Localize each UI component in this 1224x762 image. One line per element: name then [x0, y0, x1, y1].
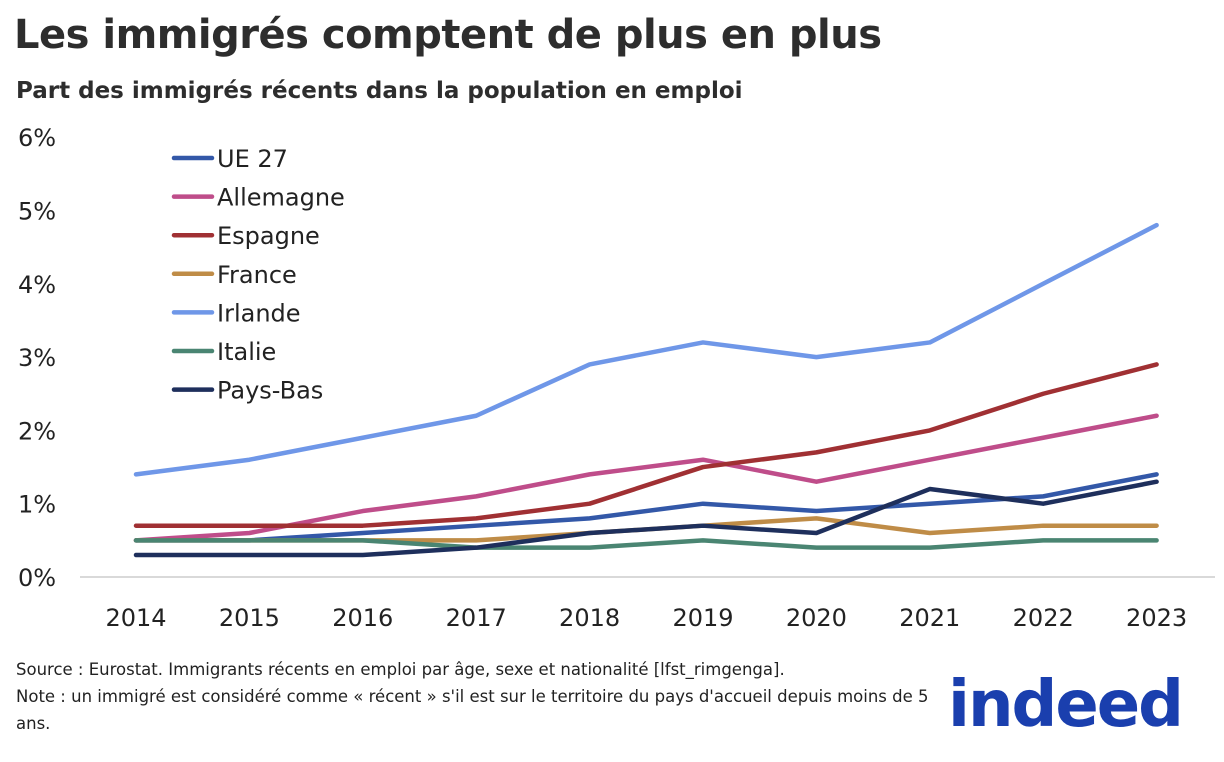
- legend-label: Irlande: [217, 299, 301, 327]
- x-tick-label: 2021: [899, 604, 960, 632]
- chart-subtitle: Part des immigrés récents dans la popula…: [16, 78, 743, 104]
- x-tick-label: 2018: [559, 604, 620, 632]
- x-tick-label: 2014: [105, 604, 166, 632]
- chart-title: Les immigrés comptent de plus en plus: [14, 12, 882, 58]
- y-tick-label: 3%: [18, 344, 56, 372]
- series-line-UE 27: [133, 472, 1159, 543]
- x-tick-label: 2023: [1126, 604, 1187, 632]
- legend-label: UE 27: [217, 145, 288, 173]
- footnotes: Source : Eurostat. Immigrants récents en…: [16, 656, 956, 737]
- series-line-Italie: [133, 538, 1159, 550]
- definition-note: Note : un immigré est considéré comme « …: [16, 687, 929, 733]
- indeed-logo: indeed: [948, 668, 1184, 742]
- series-line-Allemagne: [133, 413, 1159, 543]
- x-tick-label: 2020: [786, 604, 847, 632]
- legend-label: Pays-Bas: [217, 377, 323, 405]
- y-tick-label: 5%: [18, 198, 56, 226]
- x-tick-label: 2022: [1013, 604, 1074, 632]
- series-line-Espagne: [133, 362, 1159, 528]
- x-tick-label: 2019: [672, 604, 733, 632]
- legend-label: Espagne: [217, 222, 320, 250]
- x-tick-label: 2017: [446, 604, 507, 632]
- y-tick-label: 1%: [18, 491, 56, 519]
- y-tick-label: 2%: [18, 417, 56, 445]
- legend-label: Allemagne: [217, 184, 345, 212]
- source-note: Source : Eurostat. Immigrants récents en…: [16, 660, 785, 679]
- x-tick-label: 2016: [332, 604, 393, 632]
- series-line-Irlande: [133, 222, 1159, 477]
- legend-label: France: [217, 261, 297, 289]
- series-line-Pays-Bas: [133, 479, 1159, 558]
- x-tick-label: 2015: [219, 604, 280, 632]
- y-tick-label: 0%: [18, 564, 56, 592]
- y-tick-label: 6%: [18, 124, 56, 152]
- legend-label: Italie: [217, 338, 276, 366]
- y-tick-label: 4%: [18, 271, 56, 299]
